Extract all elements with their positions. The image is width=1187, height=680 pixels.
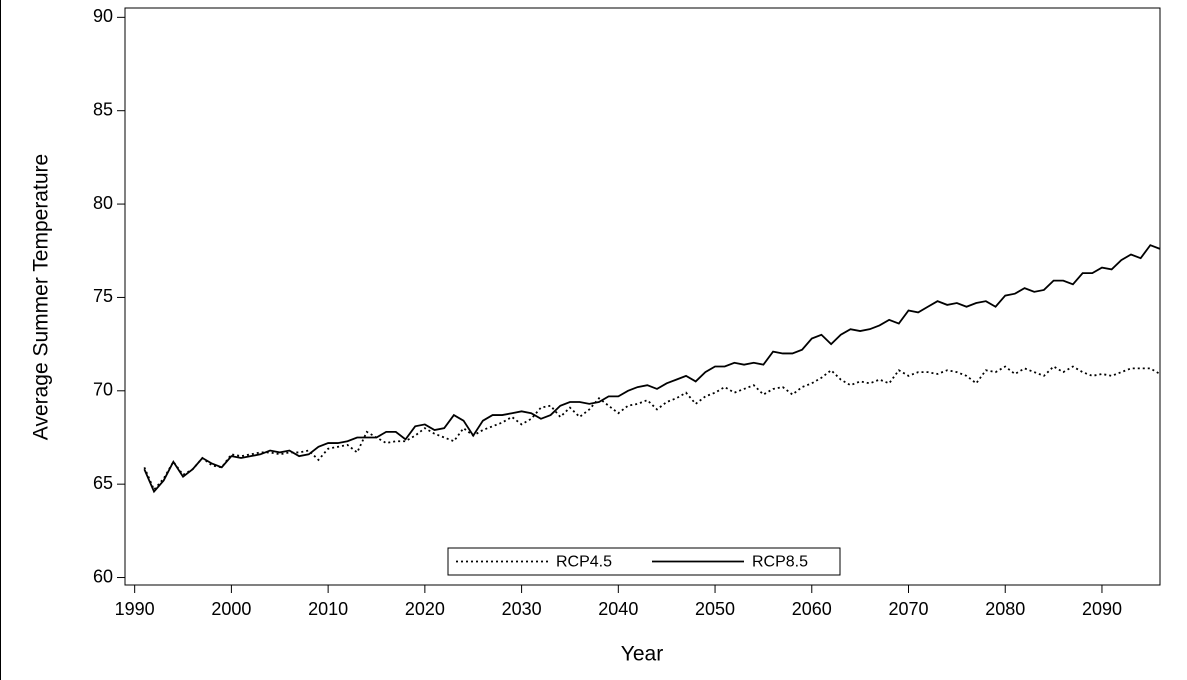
y-axis-label: Average Summer Temperature <box>30 154 53 440</box>
series-line <box>143 244 1161 494</box>
legend-label: RCP8.5 <box>752 554 808 571</box>
legend-label: RCP4.5 <box>556 554 612 571</box>
legend-box <box>447 547 841 576</box>
x-tick-label: 2070 <box>888 599 928 619</box>
series-line <box>143 365 1161 492</box>
x-tick-label: 2030 <box>502 599 542 619</box>
x-tick-label: 1990 <box>115 599 155 619</box>
x-axis-label: Year <box>621 643 663 666</box>
x-tick-label: 2010 <box>308 599 348 619</box>
plot-area <box>124 7 1161 586</box>
y-tick-label: 65 <box>93 473 113 493</box>
y-tick-label: 70 <box>93 380 113 400</box>
x-tick-label: 2080 <box>985 599 1025 619</box>
x-tick-label: 2060 <box>792 599 832 619</box>
x-tick-label: 2020 <box>405 599 445 619</box>
x-tick-label: 2050 <box>695 599 735 619</box>
y-tick-label: 85 <box>93 99 113 119</box>
x-tick-label: 2090 <box>1082 599 1122 619</box>
y-tick-label: 60 <box>93 566 113 586</box>
y-tick-label: 80 <box>93 193 113 213</box>
y-tick-label: 90 <box>93 6 113 26</box>
x-tick-label: 2000 <box>211 599 251 619</box>
x-tick-label: 2040 <box>598 599 638 619</box>
y-tick-label: 75 <box>93 286 113 306</box>
